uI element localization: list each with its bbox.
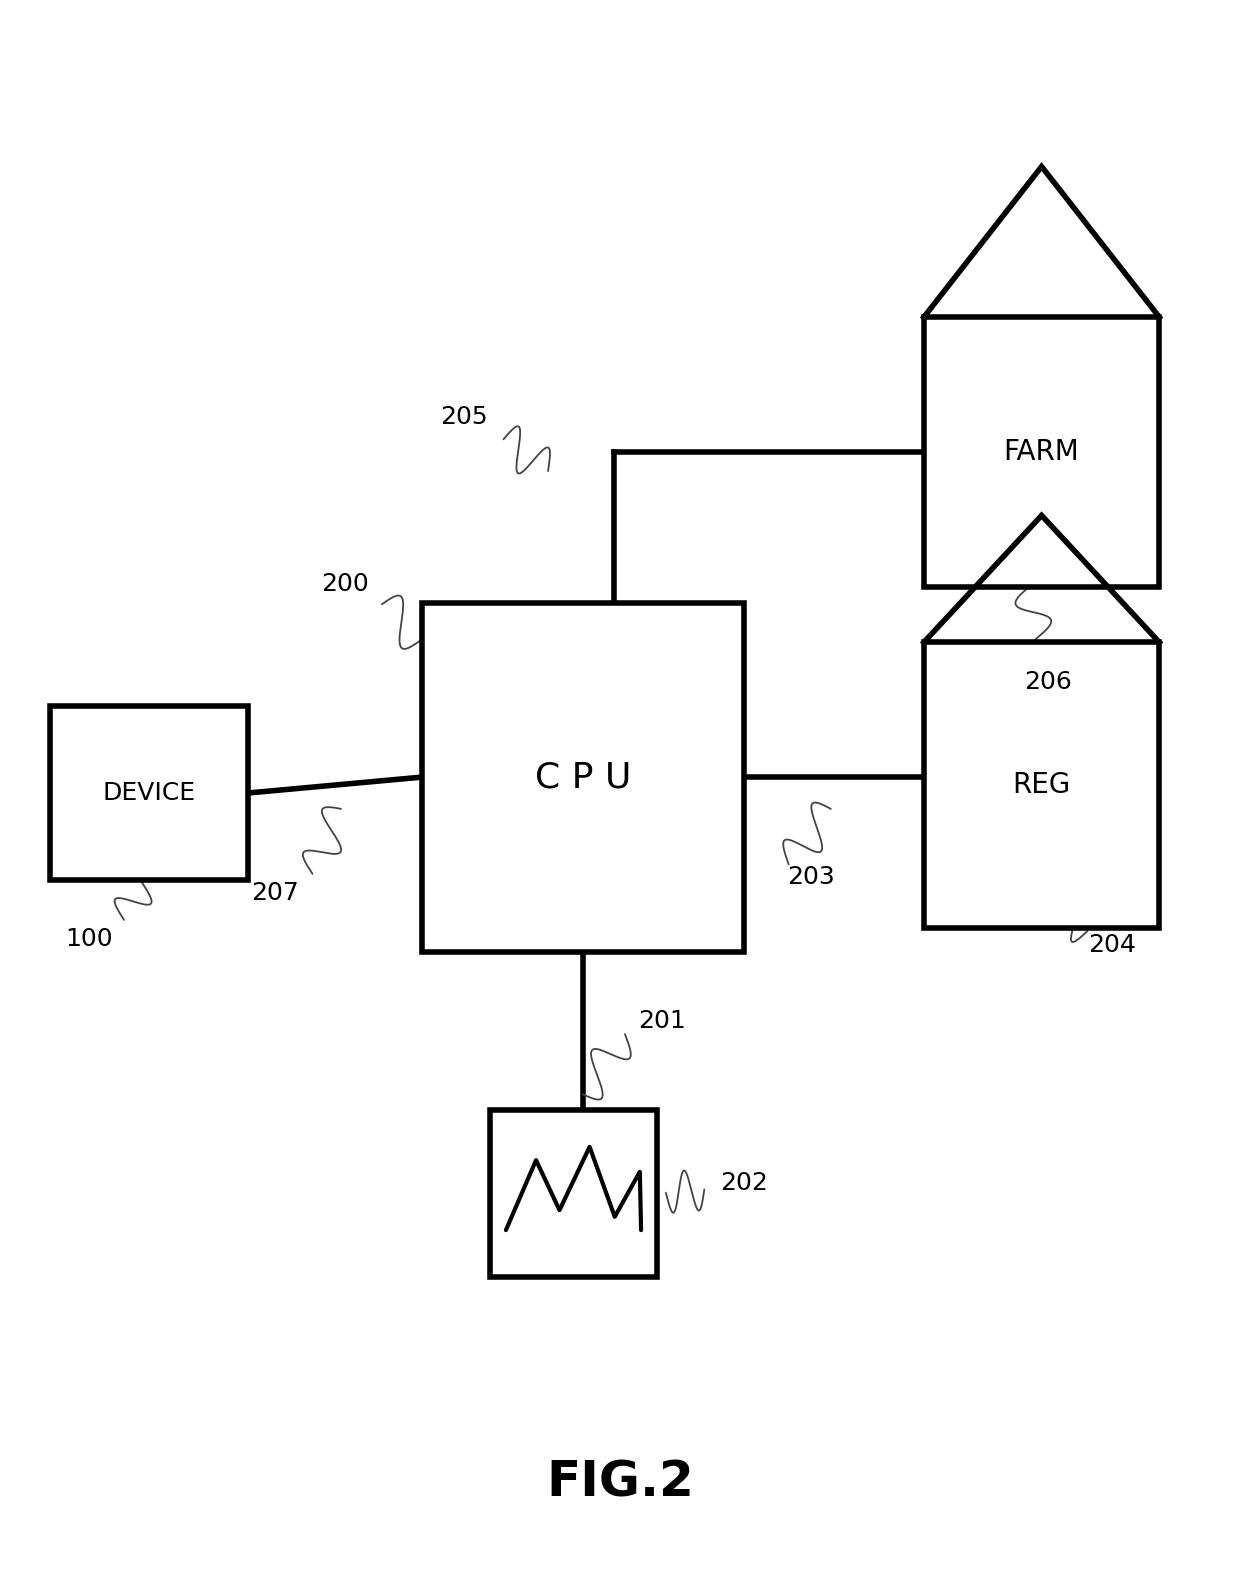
Text: 206: 206 [1024, 669, 1071, 695]
Text: 202: 202 [720, 1170, 768, 1196]
FancyBboxPatch shape [50, 706, 248, 880]
FancyBboxPatch shape [490, 1110, 657, 1277]
Text: C P U: C P U [534, 760, 631, 795]
Text: 204: 204 [1089, 933, 1136, 958]
Text: DEVICE: DEVICE [102, 780, 196, 806]
Text: FIG.2: FIG.2 [546, 1459, 694, 1507]
FancyBboxPatch shape [924, 317, 1159, 587]
FancyBboxPatch shape [422, 603, 744, 952]
FancyBboxPatch shape [924, 642, 1159, 928]
Text: 207: 207 [252, 880, 299, 906]
Text: REG: REG [1013, 771, 1070, 799]
Text: 201: 201 [639, 1009, 686, 1034]
Text: 203: 203 [787, 864, 835, 890]
Text: 200: 200 [321, 571, 368, 596]
Text: 205: 205 [440, 404, 487, 430]
Text: 100: 100 [66, 926, 113, 952]
Text: FARM: FARM [1003, 438, 1080, 466]
